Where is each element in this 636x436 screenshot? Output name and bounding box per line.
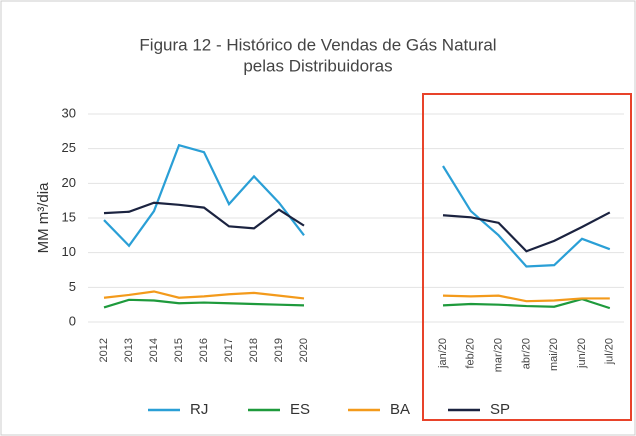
x-tick-label: 2013 <box>123 338 135 362</box>
x-tick-label: 2018 <box>248 338 260 362</box>
x-tick-label: jan/20 <box>437 338 449 369</box>
x-tick-label: 2020 <box>298 338 310 362</box>
highlight-box <box>422 93 632 421</box>
series-line <box>103 143 611 268</box>
x-tick-label: jun/20 <box>576 338 588 369</box>
y-tick-label: 15 <box>62 209 76 224</box>
x-tick-label: mai/20 <box>548 338 560 371</box>
y-tick-label: 0 <box>69 313 76 328</box>
x-tick-label: abr/20 <box>520 338 532 369</box>
legend-label: ES <box>290 401 310 418</box>
x-tick-label: jul/20 <box>604 338 616 365</box>
chart-title: Figura 12 - Histórico de Vendas de Gás N… <box>139 35 496 54</box>
x-tick-label: 2014 <box>148 338 160 362</box>
x-tick-label: 2016 <box>198 338 210 362</box>
y-tick-label: 30 <box>62 105 76 120</box>
chart-title: pelas Distribuidoras <box>243 56 392 75</box>
legend-label: BA <box>390 401 410 418</box>
x-tick-label: mar/20 <box>493 338 505 372</box>
y-axis-label: MM m³/dia <box>35 182 52 253</box>
x-tick-label: 2012 <box>98 338 110 362</box>
legend-label: SP <box>490 401 510 418</box>
series-line <box>103 290 610 303</box>
y-tick-label: 10 <box>62 244 76 259</box>
y-tick-label: 5 <box>69 279 76 294</box>
legend-label: RJ <box>190 401 208 418</box>
y-tick-label: 25 <box>62 140 76 155</box>
series-line <box>103 201 611 253</box>
x-tick-label: 2019 <box>273 338 285 362</box>
y-tick-label: 20 <box>62 175 76 190</box>
x-tick-label: feb/20 <box>465 338 477 369</box>
x-tick-label: 2017 <box>223 338 235 362</box>
x-tick-label: 2015 <box>173 338 185 362</box>
